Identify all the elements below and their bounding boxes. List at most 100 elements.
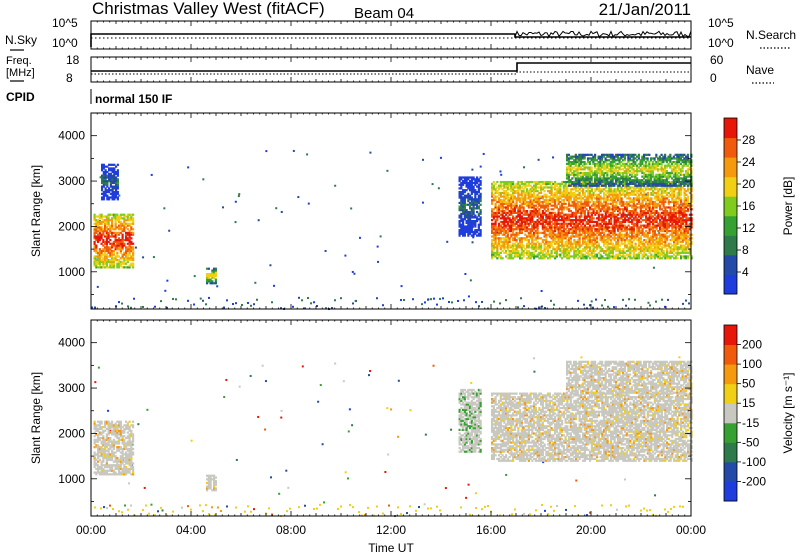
power-cell <box>112 264 115 267</box>
power-cell <box>634 219 637 222</box>
power-cell <box>660 186 663 189</box>
power-cell <box>104 226 107 229</box>
power-cell <box>599 228 602 231</box>
power-cell <box>669 239 672 242</box>
power-cell <box>636 229 639 233</box>
power-cell <box>655 233 658 236</box>
power-cell <box>529 222 532 225</box>
power-cell <box>477 190 480 194</box>
power-cell <box>589 193 592 196</box>
power-cell <box>111 257 114 260</box>
power-cell <box>648 219 651 222</box>
power-cell <box>491 182 494 185</box>
power-cell <box>479 223 482 226</box>
power-cell <box>667 211 670 215</box>
power-cell <box>611 193 614 196</box>
power-cell <box>540 200 543 204</box>
power-cell <box>97 229 100 233</box>
power-cell <box>673 242 676 245</box>
power-cell <box>98 215 101 218</box>
power-cell <box>206 274 209 278</box>
power-cell <box>590 175 593 178</box>
power-cell <box>564 206 567 209</box>
power-cell <box>517 228 520 231</box>
power-cell <box>536 229 539 233</box>
power-cell <box>520 239 523 242</box>
power-cell <box>534 199 537 202</box>
power-cell <box>636 246 639 249</box>
power-cell <box>653 242 656 245</box>
power-cell <box>611 208 614 211</box>
power-cell <box>98 266 101 269</box>
power-cell <box>585 226 588 229</box>
power-cell <box>574 182 577 185</box>
power-cell <box>618 248 621 251</box>
power-cell <box>522 228 525 231</box>
power-cell <box>613 199 616 202</box>
power-cell <box>506 208 509 211</box>
power-cell <box>520 193 523 196</box>
power-cell <box>594 188 597 191</box>
power-cell <box>547 208 550 211</box>
power-cell <box>569 231 572 234</box>
power-cell <box>102 220 105 224</box>
power-cell <box>583 303 585 306</box>
power-cell <box>554 249 557 253</box>
power-cell <box>519 206 522 209</box>
power-cell <box>639 220 642 224</box>
power-cell <box>632 237 635 240</box>
power-cell <box>643 242 646 245</box>
power-cell <box>538 222 541 225</box>
power-cell <box>620 224 623 227</box>
power-cell <box>650 239 653 242</box>
power-cell <box>629 204 632 207</box>
power-cell <box>667 224 670 227</box>
power-cell <box>667 244 670 247</box>
power-cell <box>687 210 690 213</box>
power-cell <box>491 235 494 238</box>
power-cell <box>111 222 114 225</box>
power-cell <box>678 219 681 222</box>
power-cell <box>98 259 101 262</box>
power-cell <box>655 242 658 245</box>
power-cell <box>576 200 579 204</box>
power-cell <box>613 246 616 249</box>
power-cell <box>615 206 618 209</box>
power-cell <box>545 229 548 233</box>
power-cell <box>121 246 124 249</box>
power-cell <box>606 257 609 260</box>
power-cell <box>109 239 112 242</box>
power-cell <box>102 172 105 175</box>
power-cell <box>112 217 115 220</box>
power-cell <box>548 222 551 225</box>
power-cell <box>474 194 477 197</box>
power-cell <box>611 215 614 218</box>
power-cell <box>476 234 479 237</box>
power-cell <box>109 181 112 185</box>
power-cell <box>106 181 109 185</box>
power-cell <box>648 240 651 244</box>
power-cell <box>681 204 684 207</box>
power-cell <box>552 211 555 215</box>
power-cell <box>506 202 509 205</box>
power-cell <box>554 202 557 205</box>
power-cell <box>102 178 105 181</box>
power-cell <box>519 213 522 216</box>
power-cell <box>676 195 679 198</box>
power-cell <box>690 190 693 193</box>
power-cell <box>400 285 403 288</box>
power-cell <box>526 202 529 205</box>
power-cell <box>643 206 646 209</box>
power-cell <box>520 251 523 254</box>
power-cell <box>583 155 586 158</box>
power-cell <box>512 217 515 220</box>
power-cell <box>604 226 607 229</box>
power-cell <box>685 206 688 209</box>
power-cell <box>587 255 590 258</box>
power-cell <box>666 253 669 256</box>
power-cell <box>587 215 590 218</box>
power-cell <box>515 206 518 209</box>
power-cell <box>673 193 676 196</box>
power-cell <box>583 246 586 249</box>
power-cell <box>648 229 651 233</box>
